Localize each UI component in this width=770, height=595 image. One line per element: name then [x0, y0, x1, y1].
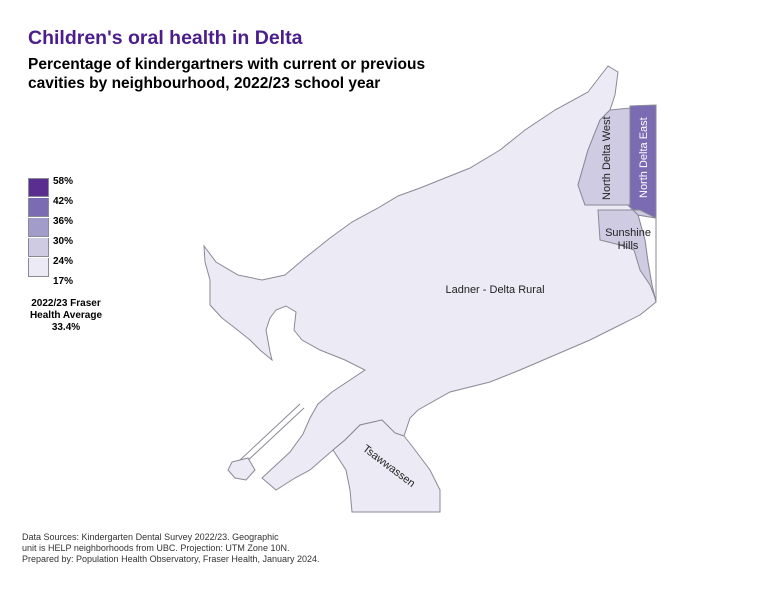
- ferry-terminal: [227, 457, 256, 481]
- legend-swatch: [28, 218, 49, 237]
- average-value: 33.4%: [51, 322, 81, 333]
- fraser-health-average: 2022/23 Fraser Health Average 33.4%: [14, 298, 118, 334]
- legend-swatch: [28, 238, 49, 257]
- region-sunshine-hills[interactable]: [585, 204, 657, 303]
- label-north-delta-west: North Delta West: [601, 116, 613, 200]
- legend-swatch: [28, 178, 49, 197]
- legend-swatch: [28, 258, 49, 277]
- map-title: Children's oral health in Delta: [28, 27, 303, 49]
- legend-label: 24%: [53, 256, 74, 267]
- legend-label: 30%: [53, 236, 74, 247]
- average-line1: 2022/23 Fraser: [31, 298, 101, 309]
- region-ladner-delta-rural[interactable]: [203, 65, 657, 491]
- legend-label: 17%: [53, 276, 74, 287]
- legend-swatch: [28, 198, 49, 217]
- ferry-causeway-2: [243, 407, 305, 465]
- sources-line2: unit is HELP neighborhoods from UBC. Pro…: [22, 543, 290, 553]
- label-sunshine-hills-line1: Sunshine: [605, 227, 651, 239]
- map-subtitle: Percentage of kindergartners with curren…: [28, 56, 426, 92]
- label-north-delta-east: North Delta East: [638, 117, 650, 198]
- label-ladner-delta-rural: Ladner - Delta Rural: [445, 284, 544, 296]
- legend-label: 58%: [53, 176, 74, 187]
- legend-label: 36%: [53, 216, 74, 227]
- sources-line1: Data Sources: Kindergarten Dental Survey…: [22, 532, 279, 542]
- data-sources-note: Data Sources: Kindergarten Dental Survey…: [22, 532, 342, 565]
- average-line2: Health Average: [29, 310, 103, 321]
- sources-line3: Prepared by: Population Health Observato…: [22, 554, 320, 564]
- legend-label: 42%: [53, 196, 74, 207]
- region-tsawwassen[interactable]: [332, 419, 441, 513]
- ferry-causeway: [239, 403, 301, 461]
- label-sunshine-hills-line2: Hills: [618, 240, 639, 252]
